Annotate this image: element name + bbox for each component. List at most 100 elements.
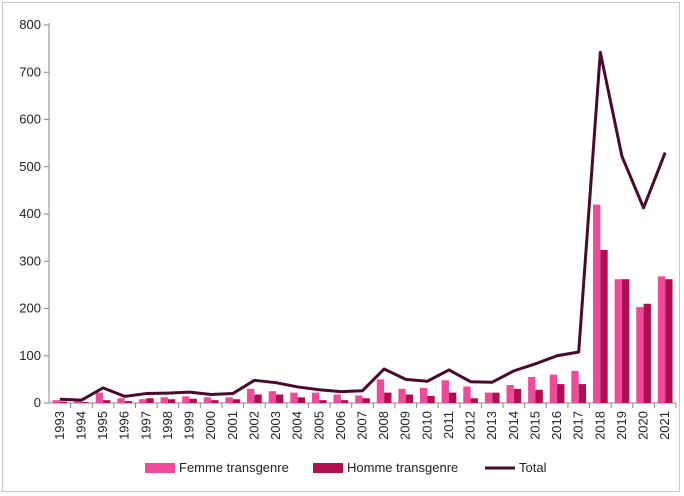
bar-homme-transgenre-2006: [340, 400, 349, 403]
bar-femme-transgenre-2008: [376, 379, 385, 403]
bar-femme-transgenre-1993: [52, 400, 60, 403]
bar-femme-transgenre-2020: [636, 307, 644, 403]
y-tick-label: 300: [19, 253, 41, 268]
bar-homme-transgenre-2013: [492, 392, 500, 403]
bar-femme-transgenre-2014: [506, 385, 514, 403]
bar-homme-transgenre-2002: [254, 394, 262, 403]
bar-homme-transgenre-2018: [600, 249, 608, 403]
bar-femme-transgenre-2019: [614, 279, 622, 403]
x-tick-label: 1994: [73, 411, 88, 440]
x-tick-label: 2000: [203, 411, 218, 440]
bar-homme-transgenre-2016: [557, 384, 565, 403]
bar-femme-transgenre-2013: [484, 392, 493, 403]
x-tick-label: 2019: [614, 411, 629, 440]
bar-homme-transgenre-2015: [535, 389, 543, 403]
bar-homme-transgenre-1996: [124, 401, 133, 403]
bar-femme-transgenre-1994: [74, 401, 82, 403]
x-tick-label: 1999: [182, 411, 197, 440]
legend: Femme transgenre Homme transgenre Total: [145, 460, 547, 475]
y-tick-label: 500: [19, 159, 41, 174]
x-tick-label: 2002: [246, 411, 261, 440]
legend-swatch-femme: [145, 463, 175, 473]
bar-homme-transgenre-1994: [81, 402, 89, 403]
legend-swatch-homme: [313, 463, 343, 473]
bar-femme-transgenre-2010: [420, 387, 428, 403]
bar-femme-transgenre-2016: [549, 374, 558, 403]
y-tick-label: 100: [19, 348, 41, 363]
bar-homme-transgenre-1997: [146, 398, 154, 403]
bar-femme-transgenre-2017: [571, 370, 579, 403]
y-tick-labels-group: 0 100 200 300 400 500 600 700 800: [19, 17, 41, 410]
x-tick-label: 2009: [398, 411, 413, 440]
bar-homme-transgenre-2001: [232, 399, 241, 403]
bar-femme-transgenre-2018: [592, 204, 601, 403]
y-tick-label: 800: [19, 17, 41, 32]
bar-femme-transgenre-1999: [182, 396, 190, 403]
x-tick-label: 2018: [592, 411, 607, 440]
bar-femme-transgenre-1998: [160, 397, 168, 403]
bar-femme-transgenre-2021: [657, 276, 666, 403]
bar-femme-transgenre-2003: [268, 391, 277, 403]
bar-homme-transgenre-2010: [427, 395, 435, 403]
y-tick-label: 400: [19, 206, 41, 221]
x-tick-label: 2014: [506, 411, 521, 440]
x-tick-label: 2003: [268, 411, 283, 440]
bar-homme-transgenre-2014: [513, 388, 522, 403]
bar-homme-transgenre-2011: [448, 392, 457, 403]
bar-femme-transgenre-2015: [528, 377, 536, 403]
chart-frame: 1993 1994 1995 1996 1997 1998 1999 2000 2001 2002…: [2, 2, 680, 492]
x-tick-label: 2016: [549, 411, 564, 440]
bar-homme-transgenre-1995: [103, 400, 111, 403]
x-tick-label: 2012: [463, 411, 478, 440]
y-tick-label: 200: [19, 301, 41, 316]
bar-femme-transgenre-2006: [333, 394, 341, 403]
bar-femme-transgenre-2000: [203, 397, 212, 403]
x-tick-label: 1997: [138, 411, 153, 440]
legend-label-femme: Femme transgenre: [179, 460, 289, 475]
bar-homme-transgenre-2019: [621, 279, 630, 403]
bar-femme-transgenre-2002: [247, 388, 255, 403]
x-tick-label: 2015: [527, 411, 542, 440]
bar-femme-transgenre-2011: [441, 380, 449, 403]
x-tick-label: 2020: [636, 411, 651, 440]
bar-femme-transgenre-1995: [95, 392, 104, 403]
x-tick-label: 1996: [117, 411, 132, 440]
x-tick-label: 2007: [355, 411, 370, 440]
y-tick-label: 0: [34, 395, 41, 410]
bar-femme-transgenre-1996: [117, 398, 125, 403]
y-tick-label: 700: [19, 64, 41, 79]
lines-group: [59, 50, 667, 402]
x-tick-label: 2006: [333, 411, 348, 440]
x-tick-label: 2013: [484, 411, 499, 440]
x-tick-labels-group: 1993 1994 1995 1996 1997 1998 1999 2000 2001 2002…: [52, 411, 672, 440]
x-tick-label: 2010: [419, 411, 434, 440]
x-tick-label: 2008: [376, 411, 391, 440]
axes-group: [44, 23, 677, 408]
legend-label-homme: Homme transgenre: [347, 460, 458, 475]
x-tick-label: 2004: [290, 411, 305, 440]
chart-svg: 1993 1994 1995 1996 1997 1998 1999 2000 2001 2002…: [19, 17, 677, 475]
bar-femme-transgenre-1997: [138, 399, 147, 403]
bar-homme-transgenre-1993: [59, 401, 68, 403]
bar-homme-transgenre-2017: [578, 384, 587, 403]
bar-homme-transgenre-2012: [470, 398, 478, 403]
bar-homme-transgenre-2005: [319, 400, 327, 403]
bar-femme-transgenre-2007: [355, 395, 363, 403]
bar-femme-transgenre-2004: [290, 392, 298, 403]
bar-femme-transgenre-2005: [311, 392, 320, 403]
x-tick-label: 2001: [225, 411, 240, 440]
bar-femme-transgenre-2001: [225, 397, 233, 403]
bar-homme-transgenre-2003: [276, 394, 284, 403]
x-tick-label: 2017: [571, 411, 586, 440]
legend-label-total: Total: [519, 460, 547, 475]
bar-homme-transgenre-2007: [362, 398, 370, 403]
series-line-total: [59, 50, 667, 402]
bars-group: [52, 204, 673, 403]
bar-homme-transgenre-2020: [643, 303, 651, 403]
bar-homme-transgenre-1999: [189, 398, 197, 403]
bar-homme-transgenre-2008: [384, 392, 392, 403]
bar-homme-transgenre-2000: [211, 400, 219, 403]
bar-homme-transgenre-2009: [405, 394, 414, 403]
bar-homme-transgenre-2021: [665, 279, 673, 403]
bar-homme-transgenre-1998: [167, 399, 176, 403]
